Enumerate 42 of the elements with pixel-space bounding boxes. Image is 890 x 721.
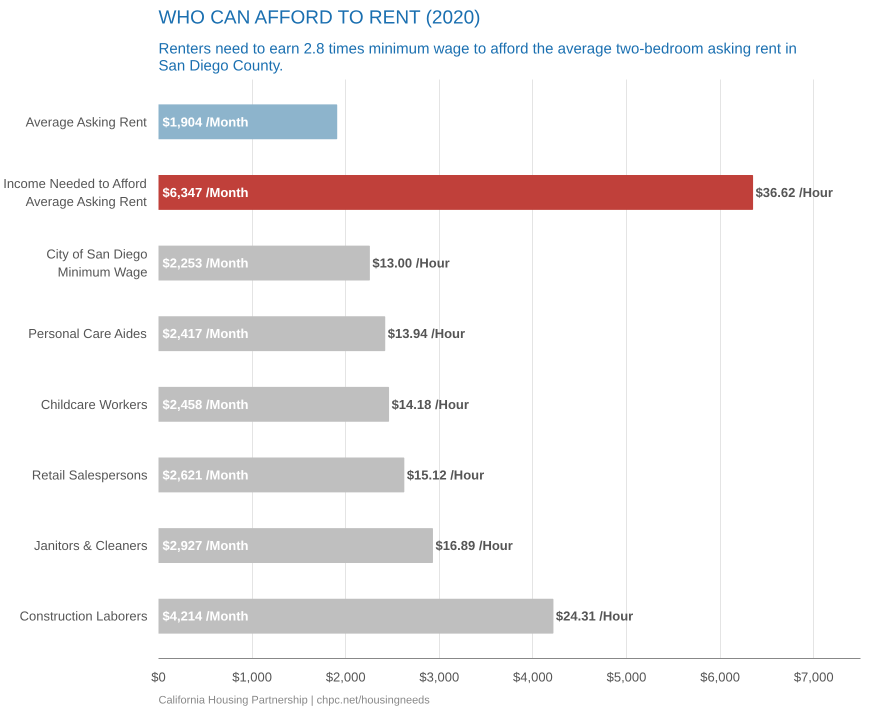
chart-subtitle: Renters need to earn 2.8 times minimum wage to afford the average two-bedroom asking rent in San Diego County.	[158, 40, 797, 74]
annotation: $13.00 /Hour	[372, 256, 450, 271]
y-tick-label: Average Asking Rent	[26, 114, 148, 130]
data-label: $1,904 /Month	[162, 114, 249, 130]
x-tick-label: $6,000	[700, 670, 740, 684]
y-tick-label: Childcare Workers	[40, 396, 148, 412]
chart-title: WHO CAN AFFORD TO RENT (2020)	[158, 8, 480, 28]
data-label: $2,253 /Month	[162, 256, 249, 271]
annotation: $24.31 /Hour	[556, 608, 634, 624]
annotation: $16.89 /Hour	[435, 538, 513, 554]
data-label: $6,347 /Month	[162, 184, 249, 200]
y-tick-label: Janitors & Cleaners	[34, 538, 148, 554]
data-label: $2,927 /Month	[162, 538, 249, 554]
x-tick-label: $5,000	[606, 670, 646, 684]
y-tick-label: Income Needed to Afford Average Asking Rent	[3, 176, 148, 209]
x-tick-label: $7,000	[794, 670, 834, 684]
bar	[158, 316, 386, 352]
bar	[158, 386, 390, 422]
x-tick-label: $0	[151, 670, 166, 684]
x-tick-label: $2,000	[326, 670, 366, 684]
bar	[158, 598, 554, 634]
bar	[158, 104, 338, 140]
annotation: $15.12 /Hour	[406, 467, 484, 482]
x-tick-label: $1,000	[232, 670, 272, 684]
x-tick-label: $4,000	[513, 670, 553, 684]
y-tick-label: Construction Laborers	[20, 608, 148, 624]
annotation: $13.94 /Hour	[388, 326, 466, 342]
data-label: $2,621 /Month	[162, 467, 249, 482]
annotation: $36.62 /Hour	[756, 184, 833, 200]
x-tick-label: $3,000	[419, 670, 460, 684]
data-label: $2,458 /Month	[162, 396, 249, 412]
bar	[158, 246, 370, 281]
y-tick-label: Personal Care Aides	[28, 326, 148, 342]
data-label: $2,417 /Month	[162, 326, 249, 342]
bar	[158, 175, 754, 210]
text: California Housing Partnership | chpc.net/housingneeds	[158, 694, 430, 706]
bar	[158, 528, 433, 563]
data-label: $4,214 /Month	[162, 608, 249, 624]
y-tick-label: Retail Salespersons	[32, 467, 148, 482]
annotation: $14.18 /Hour	[392, 396, 469, 412]
y-tick-label: City of San Diego Minimum Wage	[46, 246, 148, 280]
bar	[158, 457, 404, 492]
